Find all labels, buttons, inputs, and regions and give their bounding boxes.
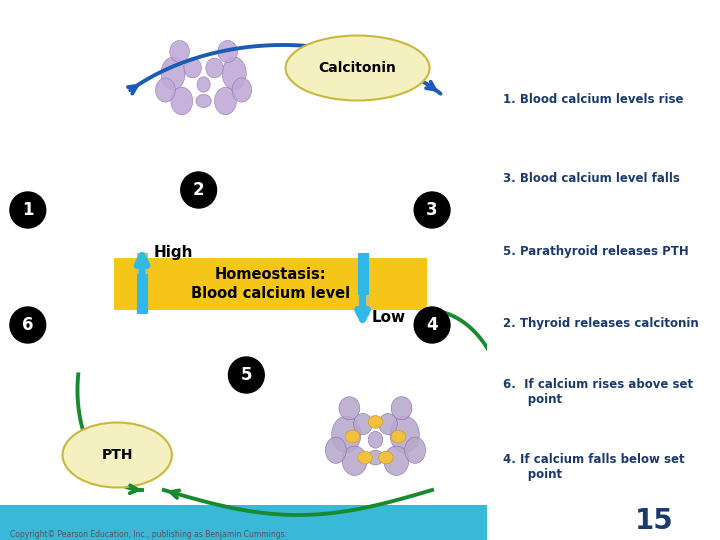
Ellipse shape <box>161 57 185 90</box>
Ellipse shape <box>391 430 405 443</box>
Ellipse shape <box>390 416 419 453</box>
Ellipse shape <box>332 416 361 453</box>
Circle shape <box>10 192 45 228</box>
Ellipse shape <box>379 451 393 464</box>
Ellipse shape <box>391 397 412 420</box>
Text: 4: 4 <box>426 316 438 334</box>
Text: 15: 15 <box>635 507 674 535</box>
Text: 4. If calcium falls below set
      point: 4. If calcium falls below set point <box>503 453 685 481</box>
Ellipse shape <box>342 446 367 475</box>
Ellipse shape <box>405 437 426 463</box>
Ellipse shape <box>206 58 223 78</box>
Text: Copyright© Pearson Education, Inc., publishing as Benjamin Cummings.: Copyright© Pearson Education, Inc., publ… <box>10 530 287 539</box>
Ellipse shape <box>196 94 211 107</box>
Text: 5. Parathyroid releases PTH: 5. Parathyroid releases PTH <box>503 245 689 258</box>
Text: High: High <box>154 245 194 260</box>
Ellipse shape <box>222 57 246 90</box>
Text: 5: 5 <box>240 366 252 384</box>
Ellipse shape <box>197 77 210 92</box>
Text: SOLUTI
ON: SOLUTI ON <box>535 30 681 100</box>
Text: 3: 3 <box>426 201 438 219</box>
Ellipse shape <box>384 446 409 475</box>
Ellipse shape <box>325 437 346 463</box>
Ellipse shape <box>354 414 372 435</box>
Ellipse shape <box>368 416 383 428</box>
Text: Calcitonin: Calcitonin <box>319 61 397 75</box>
Text: Homeostasis:
Blood calcium level: Homeostasis: Blood calcium level <box>191 267 350 301</box>
Ellipse shape <box>218 40 238 63</box>
Text: 2: 2 <box>193 181 204 199</box>
Circle shape <box>414 307 450 343</box>
Text: Low: Low <box>372 310 405 326</box>
Circle shape <box>228 357 264 393</box>
Ellipse shape <box>63 422 172 488</box>
Ellipse shape <box>345 430 360 443</box>
Text: 1. Blood calcium levels rise: 1. Blood calcium levels rise <box>503 93 683 106</box>
Ellipse shape <box>170 40 189 63</box>
Text: 1: 1 <box>22 201 34 219</box>
Circle shape <box>10 307 45 343</box>
Text: 6: 6 <box>22 316 34 334</box>
Ellipse shape <box>339 397 360 420</box>
Ellipse shape <box>286 36 430 100</box>
Ellipse shape <box>367 450 384 465</box>
Ellipse shape <box>232 78 252 102</box>
Ellipse shape <box>368 431 383 448</box>
Text: 6.  If calcium rises above set
      point: 6. If calcium rises above set point <box>503 377 693 406</box>
Text: 3. Blood calcium level falls: 3. Blood calcium level falls <box>503 172 680 185</box>
Ellipse shape <box>379 414 397 435</box>
Bar <box>114 258 427 310</box>
Ellipse shape <box>358 451 372 464</box>
Bar <box>0 505 487 540</box>
Circle shape <box>414 192 450 228</box>
Ellipse shape <box>184 58 202 78</box>
Text: 2. Thyroid releases calcitonin: 2. Thyroid releases calcitonin <box>503 318 699 330</box>
Text: PTH: PTH <box>102 448 133 462</box>
Circle shape <box>181 172 217 208</box>
Ellipse shape <box>215 87 236 115</box>
Ellipse shape <box>156 78 175 102</box>
Ellipse shape <box>171 87 193 115</box>
